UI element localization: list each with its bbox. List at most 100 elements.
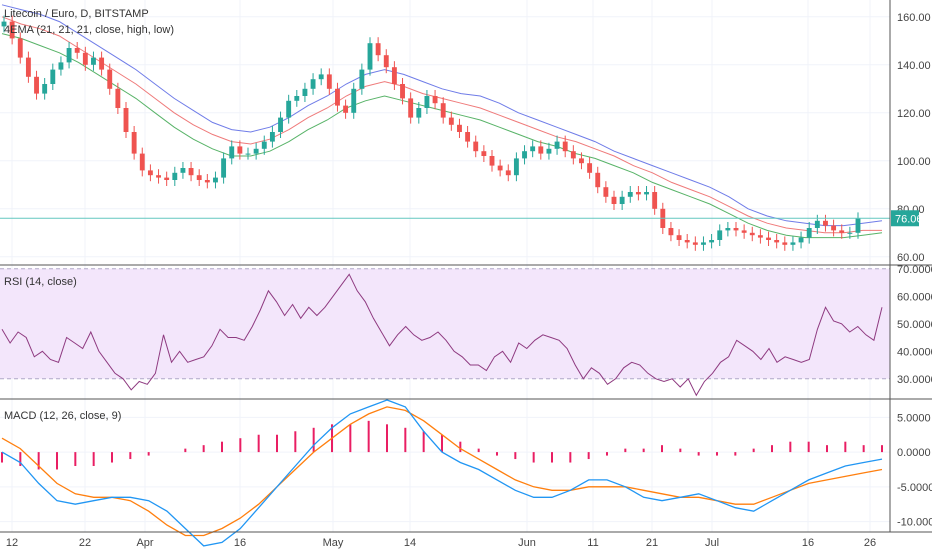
candle-body <box>131 132 137 154</box>
candle-body <box>25 57 31 77</box>
candle-body <box>139 153 145 171</box>
candle-body <box>196 175 202 180</box>
macd-y-tick-label: 0.0000 <box>897 447 931 459</box>
candle-body <box>1 21 7 27</box>
candle-body <box>757 235 763 238</box>
candle-body <box>50 69 56 84</box>
candle-body <box>261 141 267 149</box>
candle-body <box>481 151 487 156</box>
candle-body <box>302 88 308 96</box>
candle-body <box>579 158 584 164</box>
candle-body <box>343 105 349 113</box>
candle-body <box>684 240 690 243</box>
candle-body <box>733 228 739 231</box>
macd-y-tick-label: -5.0000 <box>897 482 932 494</box>
rsi-y-tick-label: 50.0000 <box>897 319 932 331</box>
candle-body <box>34 76 39 94</box>
candle-body <box>294 96 300 101</box>
candle-body <box>286 100 292 118</box>
candle-body <box>82 52 88 65</box>
candle-body <box>701 242 706 245</box>
candle-body <box>115 88 121 108</box>
candle-body <box>790 242 796 245</box>
candle-body <box>253 148 259 154</box>
candle-body <box>562 141 568 152</box>
rsi-y-tick-label: 60.0000 <box>897 291 932 303</box>
last-price-tag-text: 76.06 <box>895 213 923 225</box>
candle-body <box>432 96 438 104</box>
rsi-y-tick-label: 30.0000 <box>897 374 932 386</box>
candle-body <box>416 108 422 118</box>
candle-body <box>9 21 15 39</box>
candle-body <box>554 141 560 149</box>
candle-body <box>473 141 479 152</box>
macd-line <box>1 399 883 547</box>
candle-body <box>269 132 275 142</box>
candle-body <box>147 170 153 176</box>
x-tick-label: May <box>323 537 344 549</box>
candle-body <box>644 192 649 195</box>
candle-body <box>766 237 771 240</box>
price-y-tick-label: 120.00 <box>897 108 931 120</box>
macd-signal-line <box>1 406 883 537</box>
candle-body <box>587 163 593 173</box>
candle-body <box>99 57 105 70</box>
price-y-tick-label: 160.00 <box>897 12 931 24</box>
macd-y-tick-label: -10.0000 <box>897 517 932 529</box>
x-tick-label: 14 <box>404 537 416 549</box>
candle-body <box>310 79 316 89</box>
ema-close-line <box>1 16 882 234</box>
x-tick-label: 16 <box>802 537 814 549</box>
candle-body <box>725 228 731 231</box>
candle-body <box>335 88 340 106</box>
candle-body <box>538 146 544 154</box>
candle-body <box>123 108 129 132</box>
candle-body <box>326 74 332 89</box>
candle-body <box>221 158 227 178</box>
candle-body <box>847 232 853 234</box>
price-y-tick-label: 60.00 <box>897 252 925 264</box>
candle-body <box>156 175 161 178</box>
candle-body <box>424 96 430 108</box>
candle-body <box>383 55 389 68</box>
candle-body <box>798 237 804 243</box>
candle-body <box>546 148 552 154</box>
candle-body <box>513 158 519 176</box>
candle-body <box>107 69 113 89</box>
candle-body <box>465 132 471 142</box>
candle-body <box>595 172 601 188</box>
candle-body <box>709 240 715 243</box>
candle-body <box>180 168 186 173</box>
candle-body <box>717 230 723 240</box>
candle-body <box>17 38 23 58</box>
x-tick-label: 22 <box>79 537 91 549</box>
candle-body <box>440 103 446 118</box>
candle-body <box>831 225 837 231</box>
candle-body <box>611 196 617 204</box>
last-price-tag <box>891 210 919 227</box>
candle-body <box>668 228 674 236</box>
x-tick-label: 21 <box>646 537 658 549</box>
candle-body <box>42 84 48 94</box>
candle-body <box>229 146 235 159</box>
candle-body <box>245 153 251 155</box>
candle-body <box>375 43 381 56</box>
candle-body <box>814 220 820 228</box>
candle-body <box>359 69 365 89</box>
candle-body <box>692 242 698 245</box>
candle-body <box>749 232 755 236</box>
candle-body <box>448 117 454 125</box>
candle-body <box>741 230 747 233</box>
rsi-y-tick-label: 40.0000 <box>897 346 932 358</box>
candle-body <box>237 146 243 154</box>
candle-body <box>188 168 194 176</box>
candle-body <box>782 242 788 245</box>
candle-body <box>278 117 283 132</box>
x-tick-label: Jun <box>518 537 536 549</box>
candle-body <box>806 228 812 238</box>
candle-body <box>408 98 414 118</box>
candle-body <box>172 172 178 180</box>
x-tick-label: 12 <box>6 537 18 549</box>
